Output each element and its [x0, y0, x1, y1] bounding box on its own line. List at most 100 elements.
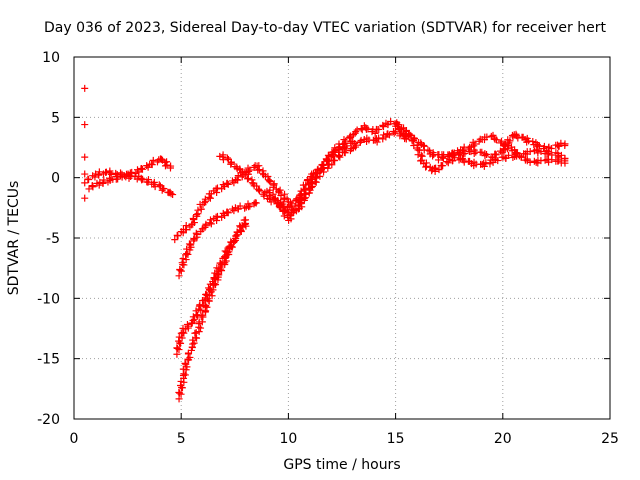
data-point [158, 155, 166, 163]
y-axis-label: SDTVAR / TECUs [6, 181, 22, 296]
data-point [429, 152, 437, 160]
data-point [401, 133, 409, 141]
data-point [256, 187, 264, 195]
data-point [148, 160, 156, 168]
data-point [186, 353, 194, 361]
data-point [211, 275, 219, 283]
data-point [194, 206, 202, 214]
data-point [222, 254, 230, 262]
data-point [100, 176, 108, 184]
data-point [246, 166, 254, 174]
data-point [352, 128, 360, 136]
data-point [302, 190, 310, 198]
data-point [236, 202, 244, 210]
data-point [387, 118, 395, 126]
data-point [514, 134, 522, 142]
data-point [106, 174, 114, 182]
data-point [286, 198, 294, 206]
data-point [445, 151, 453, 159]
data-point [143, 162, 151, 170]
data-point [346, 133, 354, 141]
data-point [379, 135, 387, 143]
data-point [175, 272, 183, 280]
data-point [137, 165, 145, 173]
data-point [208, 292, 216, 300]
data-point [197, 205, 205, 213]
data-point [169, 191, 177, 199]
data-point [455, 151, 463, 159]
data-point [498, 149, 506, 157]
data-point [525, 137, 533, 145]
data-point [89, 183, 97, 191]
data-point [175, 388, 183, 396]
data-point [215, 271, 223, 279]
data-point [340, 136, 348, 144]
data-point [189, 216, 197, 224]
data-point [449, 152, 457, 160]
data-point [434, 156, 442, 164]
data-point [526, 158, 534, 166]
data-point [155, 181, 163, 189]
data-point [469, 138, 477, 146]
data-point [265, 192, 273, 200]
data-point [328, 161, 336, 169]
data-point [444, 159, 452, 167]
data-point [486, 160, 494, 168]
data-point [269, 190, 277, 198]
data-point [417, 151, 425, 159]
data-point [460, 158, 468, 166]
data-point [540, 142, 548, 150]
data-point [320, 164, 328, 172]
data-point [95, 168, 103, 176]
data-point [81, 194, 89, 202]
data-point [171, 236, 179, 244]
data-point [202, 302, 210, 310]
data-point [426, 147, 434, 155]
y-tick-label: 0 [51, 171, 60, 187]
data-point [296, 191, 304, 199]
data-point [197, 324, 205, 332]
data-point [483, 151, 491, 159]
data-point [175, 395, 183, 403]
data-point [181, 359, 189, 367]
data-point [213, 184, 221, 192]
data-point [506, 137, 514, 145]
data-point [201, 223, 209, 231]
data-point [207, 220, 215, 228]
data-point [331, 144, 339, 152]
y-tick-label: 5 [51, 110, 60, 126]
data-point [375, 125, 383, 133]
data-point [287, 209, 295, 217]
data-point [532, 146, 540, 154]
data-point [557, 151, 565, 159]
data-point [181, 371, 189, 379]
data-point [405, 131, 413, 139]
data-point [204, 295, 212, 303]
data-point [493, 136, 501, 144]
y-tick-labels: -20 -15 -10 -5 0 5 10 [37, 50, 60, 428]
data-point [88, 182, 96, 190]
data-point [331, 156, 339, 164]
data-point [529, 138, 537, 146]
data-point [144, 178, 152, 186]
data-point [180, 329, 188, 337]
data-point [177, 267, 185, 275]
data-point [270, 180, 278, 188]
data-point [498, 137, 506, 145]
data-point [561, 140, 569, 148]
data-point [265, 177, 273, 185]
data-point [224, 180, 232, 188]
data-point [193, 211, 201, 219]
data-point [523, 155, 531, 163]
data-point [241, 204, 249, 212]
y-tick-label: -5 [46, 231, 60, 247]
x-tick-label: 10 [279, 431, 297, 447]
data-point [158, 186, 166, 194]
data-point [192, 229, 200, 237]
data-point [230, 207, 238, 215]
data-point [160, 185, 168, 193]
data-point [329, 148, 337, 156]
data-point [81, 84, 89, 92]
data-point [96, 178, 104, 186]
data-point [173, 344, 181, 352]
